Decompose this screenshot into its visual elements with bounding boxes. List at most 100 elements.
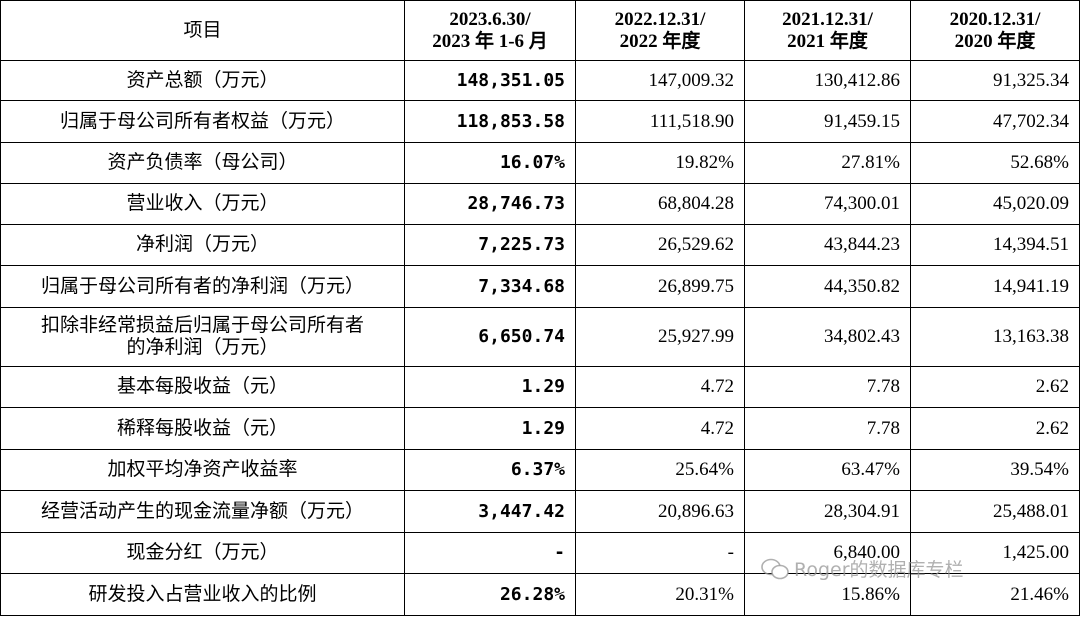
row-label: 营业收入（万元） [0,183,405,225]
cell-line: 归属于母公司所有者的净利润（万元） [40,275,364,297]
value-cell: 19.82% [575,142,745,184]
cell-line: 2023 年 1-6 月 [432,30,548,52]
cell-line: 2020.12.31/ [949,8,1041,30]
value-cell: 74,300.01 [744,183,911,225]
table-row: 资产总额（万元） 148,351.05 147,009.32 130,412.86 91… [0,60,1080,101]
cell-line: 的净利润（万元） [126,337,279,358]
row-label: 资产总额（万元） [0,60,405,101]
value-cell: 1,425.00 [910,532,1080,574]
cell-line: 加权平均净资产收益率 [107,459,298,480]
value-cell: 27.81% [744,142,911,184]
value-cell: 16.07% [404,142,576,184]
value-cell: 7.78 [744,407,911,450]
value-cell: 7,334.68 [404,265,576,308]
row-label: 扣除非经常损益后归属于母公司所有者 的净利润（万元） [0,307,405,367]
value-cell: 15.86% [744,573,911,616]
row-label: 资产负债率（母公司） [0,142,405,184]
value-cell: 28,746.73 [404,183,576,225]
value-cell: 45,020.09 [910,183,1080,225]
header-cell: 2020.12.31/2020 年度 [910,0,1080,61]
cell-line: 归属于母公司所有者权益（万元） [59,110,345,132]
value-cell: 13,163.38 [910,307,1080,367]
value-cell: 1.29 [404,366,576,408]
value-cell: 7,225.73 [404,224,576,266]
cell-line: 资产负债率（母公司） [107,152,298,173]
wechat-icon [761,558,789,579]
table-row: 研发投入占营业收入的比例 26.28% 20.31% 15.86% 21.46% [0,573,1080,616]
table-row: 扣除非经常损益后归属于母公司所有者 的净利润（万元） 6,650.74 25,927.… [0,307,1080,367]
cell-line: 2022 年度 [619,30,701,52]
value-cell: 130,412.86 [744,60,911,101]
value-cell: 148,351.05 [404,60,576,101]
header-cell: 2023.6.30/2023 年 1-6 月 [404,0,576,61]
cell-line: 2023.6.30/ [449,8,531,30]
value-cell: - [404,532,576,574]
cell-line: 研发投入占营业收入的比例 [88,583,317,605]
value-cell: 4.72 [575,407,745,450]
value-cell: 25.64% [575,449,745,491]
row-label: 净利润（万元） [0,224,405,266]
value-cell: 28,304.91 [744,490,911,533]
cell-line: 稀释每股收益（元） [116,417,288,439]
table-row: 资产负债率（母公司） 16.07% 19.82% 27.81% 52.68% [0,142,1080,184]
value-cell: 111,518.90 [575,100,745,143]
value-cell: 91,459.15 [744,100,911,143]
row-label: 归属于母公司所有者的净利润（万元） [0,265,405,308]
table-row: 稀释每股收益（元） 1.29 4.72 7.78 2.62 [0,407,1080,450]
value-cell: 91,325.34 [910,60,1080,101]
row-label: 归属于母公司所有者权益（万元） [0,100,405,143]
value-cell: 21.46% [910,573,1080,616]
row-label: 加权平均净资产收益率 [0,449,405,491]
header-row: 项目 2023.6.30/2023 年 1-6 月 2022.12.31/2022 … [0,0,1080,61]
cell-line: 净利润（万元） [135,234,269,255]
value-cell: 34,802.43 [744,307,911,367]
value-cell: 68,804.28 [575,183,745,225]
header-cell: 2021.12.31/2021 年度 [744,0,911,61]
value-cell: 2.62 [910,366,1080,408]
cell-line: 2021.12.31/ [782,8,873,30]
cell-line: 扣除非经常损益后归属于母公司所有者 [40,315,364,336]
value-cell: 52.68% [910,142,1080,184]
cell-line: 现金分红（万元） [126,542,279,563]
row-label: 研发投入占营业收入的比例 [0,573,405,616]
value-cell: 43,844.23 [744,224,911,266]
value-cell: 14,394.51 [910,224,1080,266]
table-row: 经营活动产生的现金流量净额（万元） 3,447.42 20,896.63 28,304… [0,490,1080,533]
value-cell: 1.29 [404,407,576,450]
cell-line: 项目 [183,19,222,41]
value-cell: 147,009.32 [575,60,745,101]
value-cell: 3,447.42 [404,490,576,533]
value-cell: 47,702.34 [910,100,1080,143]
table-row: 加权平均净资产收益率 6.37% 25.64% 63.47% 39.54% [0,449,1080,491]
table-row: 净利润（万元） 7,225.73 26,529.62 43,844.23 14,394.… [0,224,1080,266]
value-cell: 4.72 [575,366,745,408]
value-cell: 14,941.19 [910,265,1080,308]
table-row: 归属于母公司所有者权益（万元） 118,853.58 111,518.90 91,45… [0,100,1080,143]
value-cell: 63.47% [744,449,911,491]
watermark: Roger的数据库专栏 [760,555,964,582]
value-cell: 20,896.63 [575,490,745,533]
table-row: 营业收入（万元） 28,746.73 68,804.28 74,300.01 45,02… [0,183,1080,225]
row-label: 稀释每股收益（元） [0,407,405,450]
value-cell: 25,488.01 [910,490,1080,533]
value-cell: 26,899.75 [575,265,745,308]
value-cell: 118,853.58 [404,100,576,143]
value-cell: 26,529.62 [575,224,745,266]
value-cell: 39.54% [910,449,1080,491]
value-cell: 6.37% [404,449,576,491]
header-cell: 项目 [0,0,405,61]
value-cell: 25,927.99 [575,307,745,367]
value-cell: 44,350.82 [744,265,911,308]
value-cell: - [575,532,745,574]
table-row: 现金分红（万元） - -6,840.00 1,425.00 [0,532,1080,574]
header-cell: 2022.12.31/2022 年度 [575,0,745,61]
value-cell: 6,650.74 [404,307,576,367]
watermark-text: Roger的数据库专栏 [794,559,964,581]
cell-line: 2020 年度 [954,30,1036,52]
value-cell: 20.31% [575,573,745,616]
row-label: 经营活动产生的现金流量净额（万元） [0,490,405,533]
cell-line: 经营活动产生的现金流量净额（万元） [40,500,364,522]
cell-line: 2022.12.31/ [614,8,706,30]
